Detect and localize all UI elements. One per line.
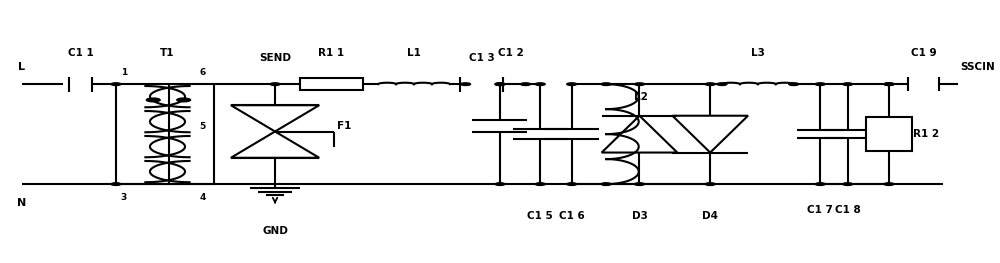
Text: C1 8: C1 8 bbox=[835, 205, 861, 215]
Text: L3: L3 bbox=[751, 48, 765, 58]
Circle shape bbox=[789, 83, 799, 85]
Circle shape bbox=[270, 83, 280, 85]
Text: 3: 3 bbox=[121, 193, 127, 202]
Bar bbox=[866, 117, 912, 151]
Text: C1 7: C1 7 bbox=[807, 205, 833, 215]
Circle shape bbox=[705, 183, 715, 185]
Text: F1: F1 bbox=[337, 121, 351, 131]
Text: R1 1: R1 1 bbox=[318, 48, 345, 58]
Text: 5: 5 bbox=[199, 122, 205, 131]
Circle shape bbox=[495, 183, 505, 185]
Text: L2: L2 bbox=[634, 92, 647, 102]
Text: 6: 6 bbox=[199, 68, 205, 77]
Circle shape bbox=[461, 83, 471, 85]
Text: C1 2: C1 2 bbox=[498, 48, 524, 58]
Circle shape bbox=[177, 98, 191, 102]
Text: C1 9: C1 9 bbox=[911, 48, 936, 58]
Text: SSCIN: SSCIN bbox=[961, 62, 995, 72]
Text: L: L bbox=[18, 62, 25, 72]
Text: C1 3: C1 3 bbox=[469, 53, 495, 63]
Circle shape bbox=[111, 183, 121, 185]
Text: D4: D4 bbox=[702, 211, 718, 221]
Circle shape bbox=[843, 183, 853, 185]
Circle shape bbox=[635, 183, 644, 185]
Bar bbox=[300, 78, 363, 90]
Circle shape bbox=[843, 83, 853, 85]
Circle shape bbox=[635, 83, 644, 85]
Circle shape bbox=[717, 83, 727, 85]
Text: SEND: SEND bbox=[259, 53, 291, 63]
Circle shape bbox=[884, 183, 894, 185]
Text: T1: T1 bbox=[160, 48, 175, 58]
Circle shape bbox=[535, 183, 545, 185]
Text: N: N bbox=[17, 198, 26, 208]
Circle shape bbox=[521, 83, 530, 85]
Circle shape bbox=[495, 83, 505, 85]
Text: GND: GND bbox=[262, 226, 288, 236]
Text: R1 2: R1 2 bbox=[913, 129, 939, 139]
Circle shape bbox=[601, 83, 611, 85]
Circle shape bbox=[884, 83, 894, 85]
Circle shape bbox=[884, 83, 894, 85]
Text: L1: L1 bbox=[407, 48, 421, 58]
Text: 4: 4 bbox=[199, 193, 206, 202]
Text: D3: D3 bbox=[632, 211, 647, 221]
Text: C1 1: C1 1 bbox=[68, 48, 93, 58]
Circle shape bbox=[601, 183, 611, 185]
Circle shape bbox=[567, 83, 577, 85]
Circle shape bbox=[495, 83, 505, 85]
Circle shape bbox=[815, 83, 825, 85]
Circle shape bbox=[567, 183, 577, 185]
Circle shape bbox=[111, 83, 121, 85]
Text: C1 6: C1 6 bbox=[559, 211, 585, 221]
Circle shape bbox=[815, 183, 825, 185]
Circle shape bbox=[535, 83, 545, 85]
Text: 1: 1 bbox=[121, 68, 127, 77]
Text: C1 5: C1 5 bbox=[527, 211, 553, 221]
Circle shape bbox=[146, 98, 160, 102]
Circle shape bbox=[705, 83, 715, 85]
